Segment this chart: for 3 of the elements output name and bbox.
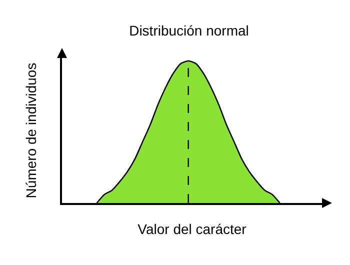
x-axis-title: Valor del carácter xyxy=(138,221,247,238)
y-axis-title: Número de individuos xyxy=(23,62,40,198)
chart-title: Distribución normal xyxy=(129,22,249,38)
